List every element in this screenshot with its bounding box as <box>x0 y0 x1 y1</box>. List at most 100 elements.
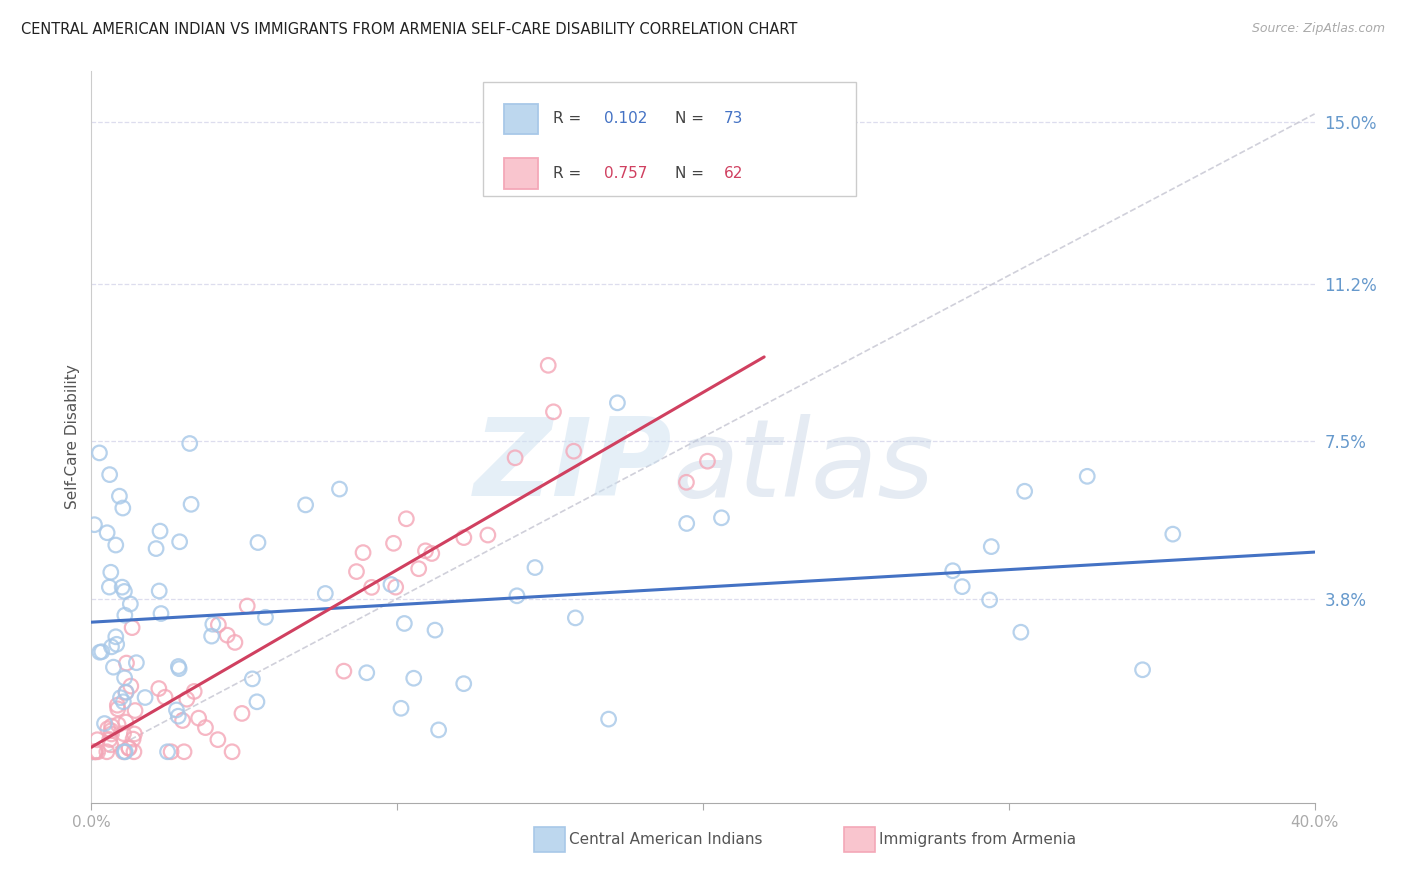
Point <box>180 497 202 511</box>
Point <box>246 535 269 549</box>
Point <box>207 732 229 747</box>
Point <box>104 630 127 644</box>
Point <box>124 704 146 718</box>
Point <box>93 716 115 731</box>
Point <box>118 741 141 756</box>
Point <box>89 645 111 659</box>
Point <box>120 597 142 611</box>
Point <box>84 745 107 759</box>
Point <box>153 690 176 705</box>
Point <box>84 745 107 759</box>
Point <box>201 617 224 632</box>
Point <box>112 745 135 759</box>
Point <box>1161 527 1184 541</box>
Point <box>105 698 128 713</box>
Point <box>207 617 229 632</box>
Point <box>537 359 560 373</box>
Point <box>115 685 138 699</box>
Point <box>84 745 107 759</box>
Bar <box>503 103 538 135</box>
Point <box>86 732 108 747</box>
Point <box>112 584 135 599</box>
Point <box>83 517 105 532</box>
Point <box>394 616 416 631</box>
Point <box>100 738 122 752</box>
Point <box>352 546 374 560</box>
Point <box>100 727 122 741</box>
Point <box>87 745 110 759</box>
Point <box>389 701 412 715</box>
Point <box>125 656 148 670</box>
Point <box>100 640 122 654</box>
Point <box>242 672 264 686</box>
Point <box>675 475 697 490</box>
Point <box>598 712 620 726</box>
Point <box>187 711 209 725</box>
Point <box>96 525 118 540</box>
Point <box>979 593 1001 607</box>
Point <box>103 660 125 674</box>
Point <box>145 541 167 556</box>
Point <box>415 544 437 558</box>
Point <box>150 607 173 621</box>
Point <box>160 745 183 759</box>
Point <box>115 715 138 730</box>
Point <box>1010 625 1032 640</box>
Point <box>167 662 190 676</box>
Point <box>108 489 131 503</box>
Point <box>346 565 368 579</box>
Point <box>224 635 246 649</box>
Point <box>120 679 142 693</box>
Text: 0.757: 0.757 <box>605 166 647 181</box>
Point <box>395 512 418 526</box>
Point <box>134 690 156 705</box>
Text: Immigrants from Armenia: Immigrants from Armenia <box>879 832 1076 847</box>
Text: atlas: atlas <box>672 414 935 519</box>
Text: Central American Indians: Central American Indians <box>569 832 763 847</box>
Point <box>231 706 253 721</box>
Point <box>696 454 718 468</box>
Point <box>506 589 529 603</box>
Point <box>1076 469 1098 483</box>
Point <box>167 659 190 673</box>
Text: N =: N = <box>675 166 709 181</box>
Point <box>112 695 135 709</box>
Text: ZIP: ZIP <box>474 413 672 519</box>
Point <box>104 538 127 552</box>
Point <box>114 685 136 699</box>
Point <box>114 608 136 623</box>
Text: 0.102: 0.102 <box>605 112 647 127</box>
Text: 73: 73 <box>724 112 744 127</box>
Point <box>169 534 191 549</box>
Point <box>176 692 198 706</box>
Point <box>96 745 118 759</box>
Point <box>112 726 135 740</box>
Point <box>423 623 446 637</box>
Point <box>420 546 443 560</box>
Text: R =: R = <box>553 166 586 181</box>
Point <box>427 723 450 737</box>
Text: 62: 62 <box>724 166 744 181</box>
Point <box>246 695 269 709</box>
Point <box>942 564 965 578</box>
Point <box>1014 484 1036 499</box>
Point <box>179 436 201 450</box>
Point <box>100 566 122 580</box>
Point <box>384 580 406 594</box>
Point <box>121 621 143 635</box>
Point <box>194 721 217 735</box>
Point <box>111 501 134 516</box>
Point <box>950 580 973 594</box>
Point <box>149 524 172 538</box>
Point <box>89 446 111 460</box>
Point <box>236 599 259 613</box>
Point <box>111 580 134 594</box>
Point <box>380 577 402 591</box>
Point <box>148 681 170 696</box>
Point <box>477 528 499 542</box>
Point <box>453 531 475 545</box>
Point <box>217 628 239 642</box>
Point <box>98 732 121 747</box>
Point <box>1132 663 1154 677</box>
Point <box>114 745 136 759</box>
